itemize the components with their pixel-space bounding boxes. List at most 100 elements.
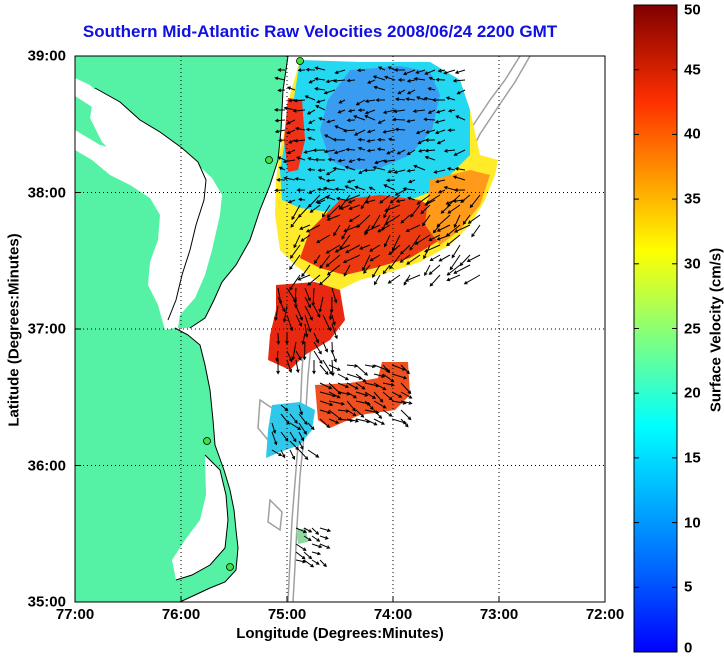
- velocity-vector: [325, 79, 336, 84]
- velocity-vector: [303, 551, 313, 560]
- velocity-vector: [325, 254, 341, 267]
- velocity-vector: [462, 214, 471, 225]
- velocity-vector: [280, 449, 286, 459]
- velocity-vector: [311, 559, 320, 565]
- velocity-vector: [345, 244, 361, 254]
- colorbar-gradient: [633, 4, 678, 653]
- velocity-vector: [467, 214, 481, 224]
- velocity-vector: [355, 382, 366, 390]
- velocity-vector: [404, 274, 421, 282]
- velocity-vector: [363, 168, 376, 173]
- velocity-vector: [319, 409, 332, 415]
- velocity-vector: [346, 118, 356, 123]
- velocity-vector: [471, 224, 481, 238]
- velocity-vector: [406, 168, 416, 173]
- velocity-vector: [344, 185, 356, 191]
- velocity-vector: [282, 159, 296, 164]
- velocity-vector: [363, 264, 371, 274]
- velocity-vector: [318, 117, 326, 121]
- velocity-vector: [359, 244, 371, 250]
- velocity-vector: [289, 440, 300, 451]
- velocity-vector: [280, 431, 289, 442]
- velocity-vector: [424, 148, 436, 153]
- velocity-vector: [325, 178, 336, 183]
- velocity-vector: [433, 169, 446, 174]
- velocity-vector: [387, 169, 396, 174]
- velocity-vector: [416, 194, 431, 205]
- velocity-vector: [424, 264, 431, 277]
- velocity-vector: [400, 418, 409, 428]
- velocity-vector: [289, 422, 302, 430]
- velocity-vector: [297, 68, 306, 73]
- velocity-vector: [388, 244, 401, 256]
- velocity-vector: [346, 78, 356, 83]
- y-axis-label: Latitude (Degrees:Minutes): [5, 233, 23, 427]
- velocity-vector: [289, 431, 297, 443]
- velocity-vector: [308, 79, 316, 84]
- velocity-vector: [400, 391, 413, 399]
- velocity-vector: [377, 66, 386, 71]
- velocity-vector: [319, 559, 327, 568]
- velocity-vector: [291, 204, 301, 221]
- velocity-vector: [364, 224, 381, 233]
- velocity-vector: [318, 296, 324, 313]
- velocity-vector: [384, 214, 401, 225]
- velocity-vector: [325, 169, 336, 176]
- velocity-vector: [454, 224, 471, 233]
- x-tick-label: 77:00: [55, 606, 95, 623]
- velocity-vector: [319, 382, 333, 390]
- velocity-vector: [383, 75, 396, 81]
- station-marker: [296, 57, 304, 65]
- colorbar-tick-label: 15: [684, 449, 701, 467]
- velocity-vector: [332, 78, 346, 83]
- velocity-vector: [312, 148, 326, 153]
- colorbar-tick-label: 30: [684, 255, 701, 273]
- velocity-vector: [407, 196, 416, 201]
- velocity-vector: [311, 287, 316, 307]
- velocity-vector: [436, 224, 451, 232]
- velocity-vector: [346, 179, 356, 184]
- velocity-vector: [289, 449, 296, 460]
- velocity-vector: [382, 409, 393, 417]
- velocity-vector: [326, 264, 341, 276]
- velocity-vector: [360, 194, 371, 210]
- velocity-vector: [353, 129, 366, 136]
- colorbar-tick-label: 35: [684, 190, 701, 208]
- velocity-patch-north-blue: [320, 66, 440, 170]
- x-tick-label: 73:00: [479, 606, 519, 623]
- velocity-vector: [286, 86, 296, 91]
- velocity-vector: [331, 323, 338, 340]
- velocity-vector: [295, 350, 302, 361]
- station-marker: [265, 156, 273, 164]
- velocity-vector: [453, 188, 466, 192]
- land-delmarva: [75, 56, 288, 328]
- velocity-vector: [413, 164, 426, 171]
- velocity-vector: [278, 166, 286, 171]
- velocity-vector: [311, 551, 322, 556]
- velocity-vector: [369, 254, 381, 262]
- velocity-vector: [429, 274, 441, 287]
- velocity-patch-south-red: [315, 362, 410, 428]
- velocity-vector: [314, 86, 326, 91]
- velocity-vector: [314, 157, 326, 162]
- y-tick-label: 36:00: [27, 457, 66, 474]
- velocity-vector: [334, 125, 346, 131]
- velocity-vector: [353, 115, 366, 121]
- velocity-vector: [391, 391, 403, 398]
- velocity-vector: [446, 234, 461, 247]
- velocity-vector: [406, 119, 416, 123]
- velocity-vector: [293, 234, 301, 249]
- velocity-vector: [276, 332, 281, 345]
- velocity-vector: [318, 176, 326, 181]
- velocity-vector: [337, 382, 350, 388]
- velocity-vector: [408, 179, 416, 184]
- velocity-vector: [331, 350, 337, 363]
- velocity-vector: [287, 199, 296, 204]
- velocity-vector: [373, 382, 387, 391]
- velocity-vector: [386, 149, 396, 155]
- velocity-vector: [295, 527, 308, 534]
- velocity-vector: [301, 332, 306, 346]
- velocity-vector: [436, 139, 446, 145]
- velocity-vector: [293, 138, 306, 143]
- velocity-vector: [276, 178, 286, 182]
